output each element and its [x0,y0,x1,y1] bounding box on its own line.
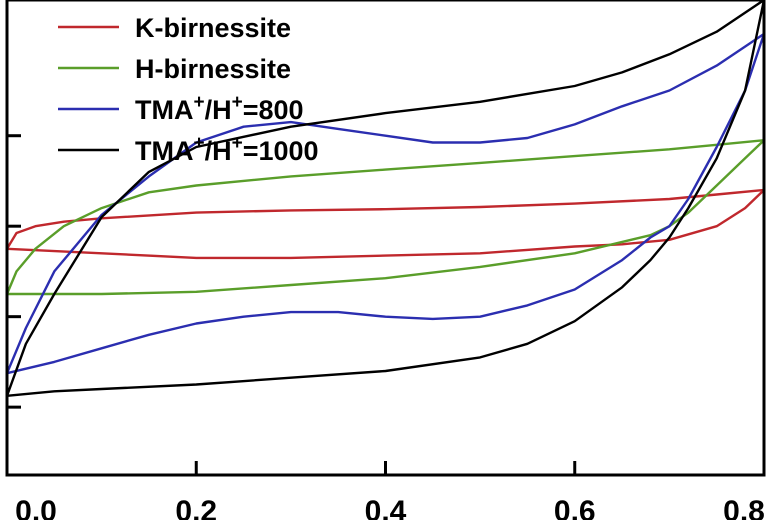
x-tick-label: 0.4 [365,495,407,520]
legend-label: TMA+/H+=800 [135,92,304,125]
x-tick-label: 0.0 [15,495,57,520]
legend-label: TMA+/H+=1000 [135,133,319,166]
legend: K-birnessite H-birnessite TMA+/H+=800 TMA+/… [58,13,319,166]
legend-item-tma-h-1000: TMA+/H+=1000 [58,133,319,166]
x-tick-label: 0.6 [554,495,596,520]
legend-item-tma-h-800: TMA+/H+=800 [58,92,304,125]
legend-label: H-birnessite [135,54,291,84]
y-axis-ticks [7,134,21,409]
legend-item-h-birnessite: H-birnessite [58,54,291,84]
series-line-tma-h-800 [5,32,766,375]
legend-item-k-birnessite: K-birnessite [58,13,291,43]
legend-label: K-birnessite [135,13,291,43]
x-tick-label: 0.8 [723,495,765,520]
x-axis-tick-labels: 0.0 0.2 0.4 0.6 0.8 [15,495,765,520]
plot-curves [5,0,766,397]
x-tick-label: 0.2 [175,495,217,520]
x-axis-ticks [5,461,766,475]
series-line-tma-h-1000 [5,0,766,397]
